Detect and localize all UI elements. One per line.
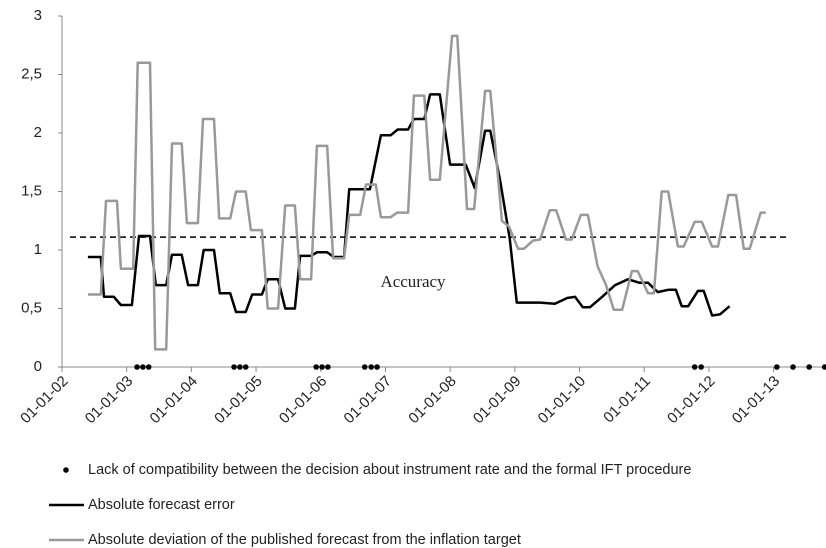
incompatibility-dot	[134, 364, 140, 370]
legend-label: Absolute forecast error	[88, 497, 235, 513]
incompatibility-dot	[313, 364, 320, 370]
incompatibility-dot	[821, 364, 826, 370]
y-tick-label: 2	[34, 124, 42, 141]
incompatibility-dot	[361, 364, 368, 370]
x-tick-label: 01-01-02	[17, 373, 71, 427]
incompatibility-dot	[237, 364, 243, 370]
series-line	[87, 34, 766, 351]
x-tick-label: 01-01-13	[729, 373, 783, 427]
incompatibility-dot	[140, 364, 146, 370]
x-tick-label: 01-01-04	[147, 373, 201, 427]
y-tick-label: 1,5	[21, 182, 42, 199]
legend-label: Absolute deviation of the published fore…	[88, 532, 521, 548]
incompatibility-dot	[698, 364, 704, 370]
x-tick-label: 01-01-07	[341, 373, 395, 427]
y-tick-label: 2,5	[21, 65, 42, 82]
incompatibility-dot	[790, 364, 796, 370]
series-line	[87, 93, 731, 317]
x-tick-label: 01-01-11	[600, 373, 654, 427]
incompatibility-dot	[374, 364, 380, 370]
legend-label: Lack of compatibility between the decisi…	[88, 462, 691, 478]
y-tick-label: 0	[34, 358, 42, 375]
incompatibility-dot	[242, 364, 249, 370]
incompatibility-dot	[325, 364, 331, 370]
incompatibility-dot	[231, 364, 237, 370]
incompatibility-dot	[319, 364, 325, 370]
incompatibility-dot	[368, 364, 375, 370]
incompatibility-dot	[145, 364, 152, 370]
x-tick-label: 01-01-03	[82, 373, 136, 427]
incompatibility-dot	[691, 364, 698, 370]
x-tick-label: 01-01-09	[470, 373, 524, 427]
x-tick-label: 01-01-06	[276, 373, 330, 427]
legend: Lack of compatibility between the decisi…	[49, 462, 691, 548]
y-tick-label: 0,5	[21, 299, 42, 316]
x-tick-label: 01-01-12	[664, 373, 718, 427]
y-tick-label: 1	[34, 241, 42, 258]
incompatibility-dot	[806, 364, 812, 370]
x-tick-label: 01-01-05	[211, 373, 265, 427]
y-tick-label: 3	[34, 7, 42, 24]
x-tick-label: 01-01-08	[405, 373, 459, 427]
incompatibility-dot	[774, 364, 780, 370]
annotation: Accuracy	[380, 272, 446, 291]
x-tick-label: 01-01-10	[535, 373, 589, 427]
legend-marker	[63, 467, 69, 473]
